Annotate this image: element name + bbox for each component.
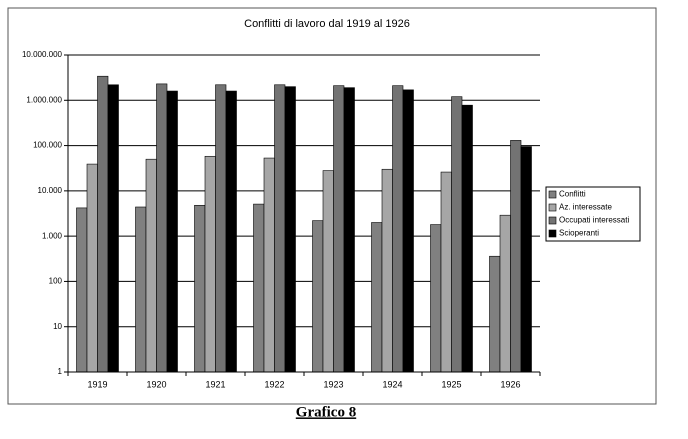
x-tick-label: 1921 [205,379,225,389]
bar [402,89,414,373]
caption: Grafico 8 [296,404,356,420]
legend-swatch [548,229,557,238]
bar [333,85,345,373]
legend-swatch [548,216,557,225]
bar [284,86,296,373]
bar [392,85,404,373]
x-tick-label: 1920 [146,379,166,389]
bar [166,90,178,373]
legend-swatch [548,190,557,199]
bar [489,255,501,373]
bar [440,171,452,373]
y-tick-label: 1.000.000 [26,95,62,104]
bar [204,155,216,373]
x-tick-label: 1926 [500,379,520,389]
bar [107,84,119,373]
legend-swatch [548,203,557,212]
y-tick-label: 1 [58,367,63,376]
y-tick-label: 10 [53,322,62,331]
bar [430,224,442,373]
bar [97,75,109,373]
bar [194,204,206,373]
bar [274,84,286,373]
bar [510,140,522,373]
x-tick-label: 1925 [441,379,461,389]
bar [76,207,88,373]
bar [263,157,275,373]
legend-box [545,186,641,242]
bar [86,163,98,373]
bar [145,158,157,373]
x-tick-label: 1919 [87,379,107,389]
bar [312,220,324,373]
bar [253,203,265,373]
bar [461,104,473,373]
bar [225,90,237,373]
bar [156,83,168,373]
y-tick-label: 10.000 [38,186,63,195]
bar [215,84,227,373]
bar [451,96,463,373]
x-tick-label: 1923 [323,379,343,389]
legend-label: Occupati interessati [559,216,629,225]
bar [371,222,383,373]
y-tick-label: 1.000 [42,231,63,240]
y-tick-label: 100 [49,277,63,286]
bar [322,170,334,373]
bar [343,87,355,373]
bar [520,146,532,373]
legend-label: Scioperanti [559,229,599,238]
x-tick-label: 1922 [264,379,284,389]
bar [499,214,511,373]
bar [135,206,147,373]
chart-title: Conflitti di lavoro dal 1919 al 1926 [244,18,410,30]
legend-label: Az. interessate [559,203,612,212]
x-tick-label: 1924 [382,379,402,389]
y-tick-label: 10.000.000 [22,50,63,59]
bar [381,168,393,373]
legend-label: Conflitti [559,190,586,199]
y-tick-label: 100.000 [33,141,62,150]
